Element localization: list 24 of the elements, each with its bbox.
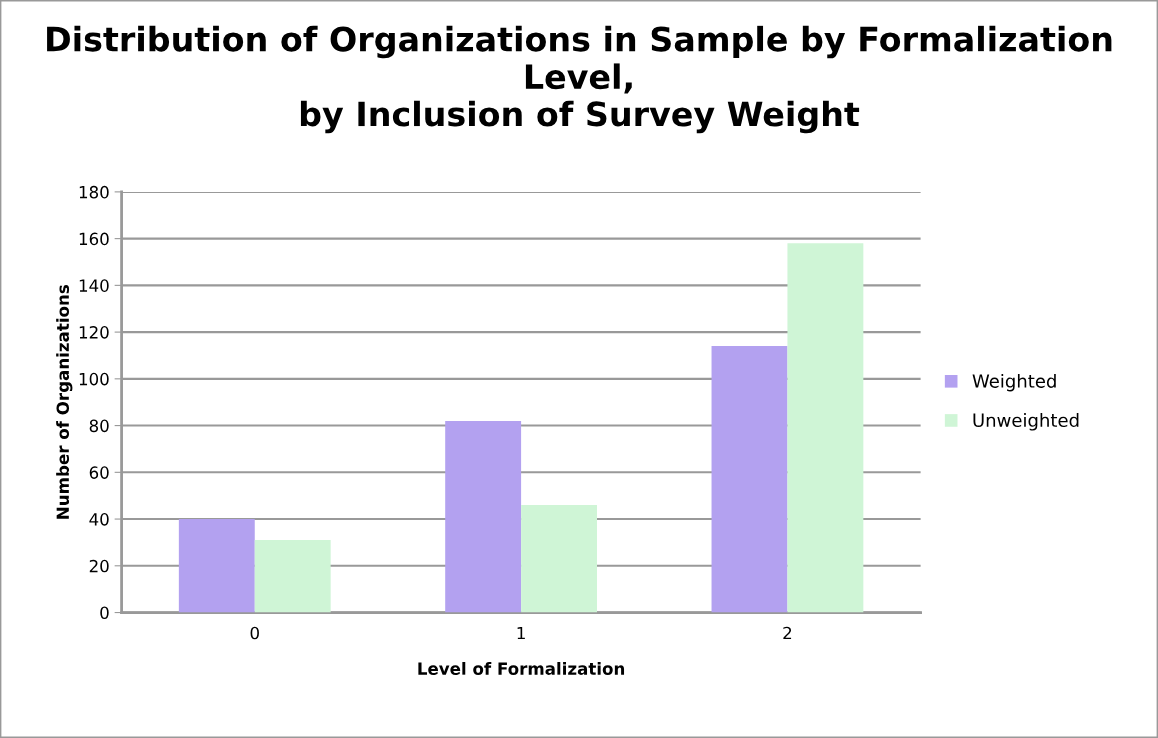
y-tick-label: 120 (79, 326, 109, 339)
bar (445, 420, 522, 613)
y-tick-label: 180 (79, 185, 109, 199)
chart-title: Distribution of Organizations in Sample by Formalization Level, by Inclusion of Survey Weight (47, 25, 1112, 134)
x-axis-title: Level of Formalization (418, 662, 625, 675)
x-tick-label: 0 (250, 626, 259, 640)
y-tick-label: 160 (79, 232, 109, 246)
y-axis-title: Number of Organizations (56, 285, 73, 519)
x-tick-label: 2 (783, 626, 792, 640)
y-tick-label: 20 (89, 559, 109, 573)
y-tick-label: 100 (79, 372, 109, 386)
bar (521, 505, 598, 613)
x-tick-label: 1 (517, 626, 525, 640)
y-tick-label: 80 (89, 419, 109, 433)
y-tick-label: 0 (100, 606, 109, 620)
y-tick-label: 140 (79, 279, 109, 292)
y-tick-label: 60 (89, 466, 109, 479)
bar (254, 540, 331, 613)
y-tick-label: 40 (89, 513, 109, 526)
bar (787, 243, 864, 613)
bar (711, 346, 788, 613)
legend-label: Unweighted (973, 413, 1079, 431)
legend-label: Weighted (972, 373, 1056, 392)
bar (178, 519, 255, 613)
